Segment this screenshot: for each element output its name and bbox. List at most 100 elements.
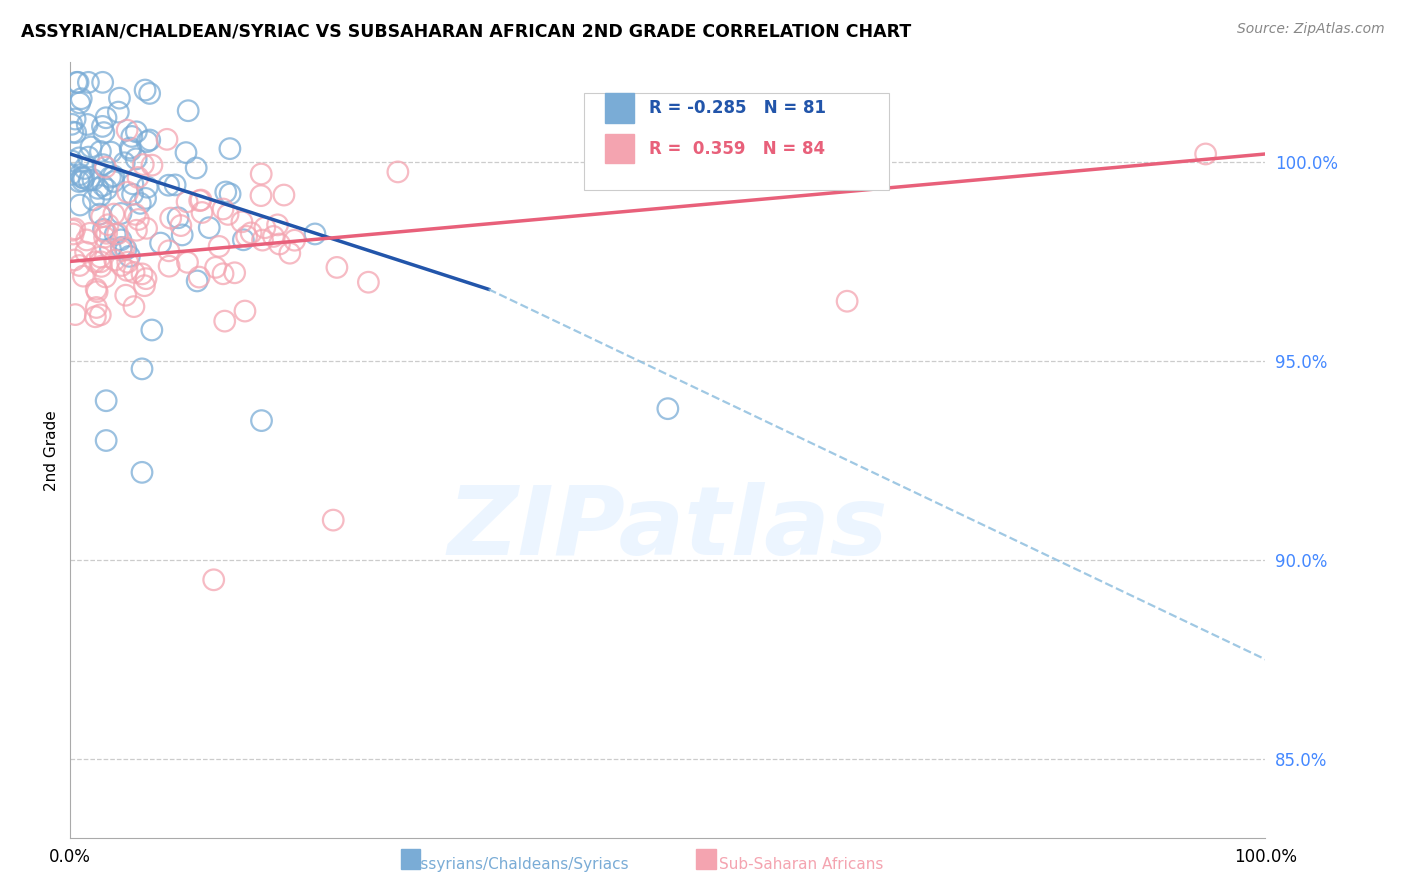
Point (250, 167, 273, 181)
Point (90, 255, 112, 269)
Point (217, 207, 239, 221)
Point (198, 220, 221, 235)
Point (110, 206, 132, 220)
Point (90, 260, 112, 274)
Point (304, 227, 326, 241)
Point (96, 393, 117, 408)
Point (86, 285, 108, 299)
Point (657, 401, 679, 416)
Point (110, 259, 132, 273)
Point (125, 125, 148, 139)
Point (59, 168, 82, 182)
Point (127, 170, 149, 185)
Point (100, 145, 122, 160)
Point (91, 158, 114, 172)
Point (60, 117, 83, 131)
Point (186, 161, 208, 175)
Point (104, 227, 127, 242)
Point (188, 194, 211, 208)
Point (110, 233, 132, 247)
Point (76, 233, 98, 247)
Point (77, 75, 100, 89)
Point (93, 222, 115, 236)
Point (266, 218, 288, 232)
Point (73, 161, 96, 176)
Point (322, 513, 344, 527)
Point (76, 118, 98, 132)
Point (127, 212, 149, 227)
Point (96, 227, 118, 241)
Point (91, 178, 114, 193)
Point (62, 227, 84, 241)
Point (215, 185, 238, 199)
Point (131, 267, 153, 281)
Point (125, 152, 148, 166)
Point (117, 186, 139, 200)
Point (96, 434, 117, 448)
Point (214, 314, 236, 328)
Point (273, 188, 295, 202)
Point (157, 178, 180, 193)
Point (122, 265, 145, 279)
Y-axis label: 2nd Grade: 2nd Grade (44, 410, 59, 491)
Point (134, 278, 156, 293)
Point (67, 175, 90, 189)
Point (135, 271, 157, 285)
Point (250, 188, 273, 202)
Point (219, 186, 242, 201)
Point (121, 187, 143, 202)
Point (136, 135, 159, 149)
Point (72, 174, 94, 188)
Point (115, 242, 138, 256)
Point (172, 227, 194, 242)
Text: R = -0.285   N = 81: R = -0.285 N = 81 (648, 99, 825, 117)
Point (62, 125, 84, 139)
Text: ZIPatlas: ZIPatlas (447, 482, 889, 574)
Point (67, 75, 90, 89)
Point (278, 246, 301, 260)
Point (120, 144, 142, 158)
Point (190, 193, 212, 207)
FancyBboxPatch shape (605, 134, 634, 163)
Point (118, 249, 141, 263)
Point (121, 129, 143, 144)
Point (131, 362, 153, 376)
Point (73, 171, 96, 186)
Point (167, 211, 190, 225)
Point (387, 165, 409, 179)
Point (63, 252, 86, 267)
Point (202, 573, 225, 587)
Point (89, 308, 111, 322)
Point (177, 103, 200, 118)
Point (66, 75, 89, 89)
Point (103, 169, 125, 183)
Point (108, 91, 131, 105)
Point (70, 170, 93, 185)
Point (132, 157, 155, 171)
Point (114, 288, 136, 302)
Point (269, 237, 291, 252)
Point (212, 202, 235, 216)
Point (124, 207, 146, 221)
FancyBboxPatch shape (605, 94, 634, 123)
Point (176, 194, 198, 209)
Point (93, 126, 115, 140)
Point (110, 240, 132, 254)
Point (250, 414, 273, 428)
Point (82, 172, 104, 186)
Point (107, 105, 129, 120)
Point (188, 270, 211, 285)
Point (67, 151, 90, 165)
Point (122, 300, 145, 314)
Point (96, 182, 118, 196)
Point (65, 126, 87, 140)
Point (70, 92, 93, 106)
Point (131, 466, 153, 480)
Point (112, 241, 135, 255)
Point (84, 282, 107, 296)
Point (94, 111, 117, 125)
Point (138, 87, 160, 101)
Point (120, 141, 142, 155)
Point (79, 227, 101, 241)
Point (136, 180, 159, 194)
